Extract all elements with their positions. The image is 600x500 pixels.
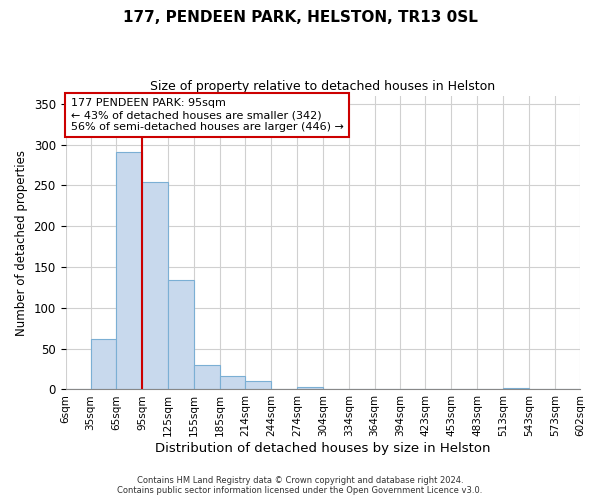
- Bar: [91, 339, 116, 390]
- Title: Size of property relative to detached houses in Helston: Size of property relative to detached ho…: [150, 80, 496, 93]
- Text: Contains HM Land Registry data © Crown copyright and database right 2024.
Contai: Contains HM Land Registry data © Crown c…: [118, 476, 482, 495]
- Y-axis label: Number of detached properties: Number of detached properties: [15, 150, 28, 336]
- Bar: [168, 280, 194, 390]
- Bar: [194, 365, 220, 390]
- Bar: [297, 387, 323, 390]
- Bar: [503, 388, 529, 390]
- Text: 177 PENDEEN PARK: 95sqm
← 43% of detached houses are smaller (342)
56% of semi-d: 177 PENDEEN PARK: 95sqm ← 43% of detache…: [71, 98, 344, 132]
- Bar: [142, 182, 168, 390]
- Bar: [116, 152, 142, 390]
- X-axis label: Distribution of detached houses by size in Helston: Distribution of detached houses by size …: [155, 442, 491, 455]
- Bar: [245, 382, 271, 390]
- Text: 177, PENDEEN PARK, HELSTON, TR13 0SL: 177, PENDEEN PARK, HELSTON, TR13 0SL: [122, 10, 478, 25]
- Bar: [220, 376, 245, 390]
